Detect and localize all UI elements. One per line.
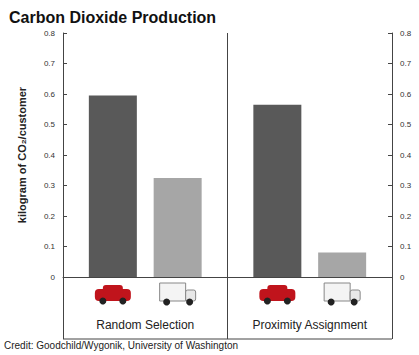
svg-text:0.1: 0.1 [400,242,412,251]
svg-text:Credit: Goodchild/Wygonik, Uni: Credit: Goodchild/Wygonik, University of… [4,340,238,351]
svg-text:0.5: 0.5 [44,120,56,129]
svg-text:0.8: 0.8 [400,29,412,38]
svg-text:0.4: 0.4 [400,151,412,160]
svg-text:0.6: 0.6 [44,90,56,99]
svg-text:0.4: 0.4 [44,151,56,160]
svg-text:0.2: 0.2 [400,212,412,221]
svg-text:0: 0 [51,273,56,282]
svg-text:Proximity Assignment: Proximity Assignment [252,318,367,332]
svg-text:0.7: 0.7 [44,59,56,68]
svg-text:0.6: 0.6 [400,90,412,99]
svg-text:0.2: 0.2 [44,212,56,221]
svg-text:0.8: 0.8 [44,29,56,38]
svg-text:Random Selection: Random Selection [96,318,194,332]
svg-text:0.7: 0.7 [400,59,412,68]
svg-text:0.3: 0.3 [44,181,56,190]
svg-text:0.3: 0.3 [400,181,412,190]
svg-text:Carbon Dioxide Production: Carbon Dioxide Production [9,9,216,26]
svg-text:0.5: 0.5 [400,120,412,129]
svg-text:0: 0 [400,273,405,282]
svg-text:kilogram of CO₂/customer: kilogram of CO₂/customer [16,86,28,223]
svg-text:0.1: 0.1 [44,242,56,251]
